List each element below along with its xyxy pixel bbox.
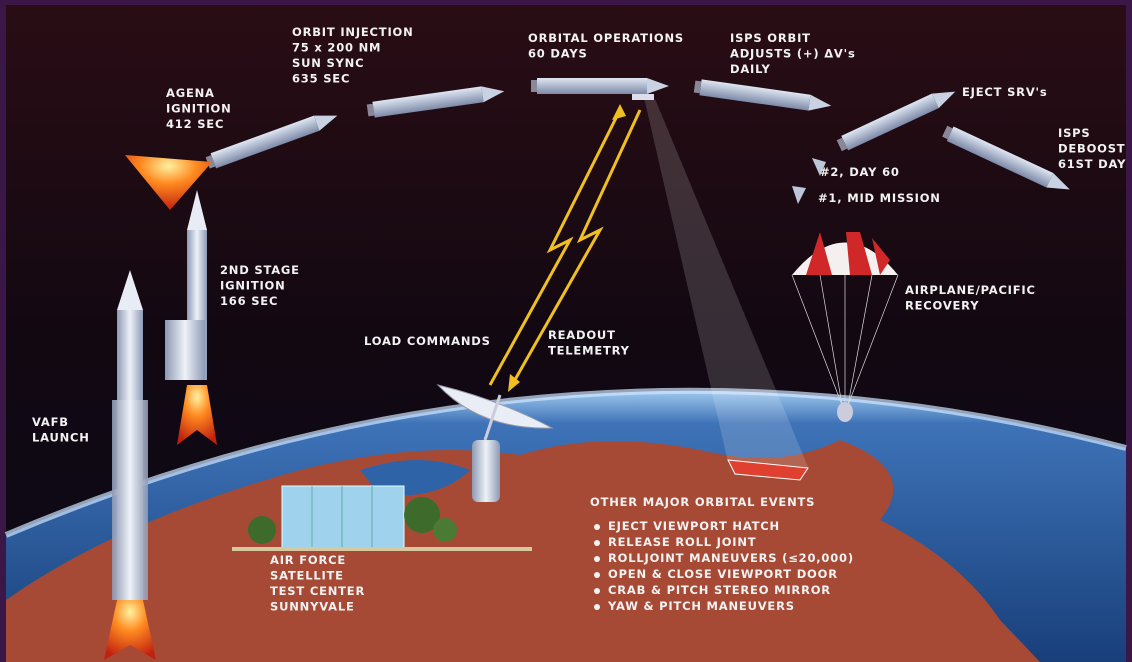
spacecraft-body: [210, 115, 320, 169]
bullet: [594, 540, 600, 546]
rocket-flame: [104, 600, 156, 660]
tree: [404, 497, 440, 533]
event-item: RELEASE ROLL JOINT: [608, 535, 756, 549]
spacecraft-aft: [693, 80, 702, 94]
spacecraft-body: [537, 78, 647, 94]
bullet: [594, 588, 600, 594]
label-line: 412 SEC: [166, 117, 224, 131]
ground-footprint: [727, 459, 809, 481]
spacecraft: [942, 125, 1070, 190]
bullet: [594, 572, 600, 578]
label-line: DAILY: [730, 62, 771, 76]
label-line: ISPS ORBIT: [730, 31, 811, 45]
label-line: AIR FORCE: [270, 553, 346, 567]
label-line: AIRPLANE/PACIFIC: [905, 283, 1036, 297]
arrowhead: [612, 104, 626, 120]
label-line: 60 DAYS: [528, 46, 588, 60]
spacecraft-aft: [205, 155, 216, 169]
tree: [248, 516, 276, 544]
label-line: LOAD COMMANDS: [364, 334, 491, 348]
tree: [433, 518, 457, 542]
spacecraft-body: [372, 86, 484, 118]
label-line: #1, MID MISSION: [818, 191, 941, 205]
spacecraft: [693, 79, 832, 111]
arrowhead: [508, 374, 520, 392]
event-item: YAW & PITCH MANEUVERS: [607, 599, 795, 613]
event-item: OPEN & CLOSE VIEWPORT DOOR: [608, 567, 838, 581]
label-line: IGNITION: [166, 101, 232, 115]
spacecraft-nose: [1046, 172, 1070, 190]
building-lines: [311, 486, 373, 548]
agena-flame: [125, 155, 212, 210]
label-line: RECOVERY: [905, 298, 979, 312]
label-line: DEBOOST: [1058, 141, 1125, 155]
spacecraft-body: [699, 79, 811, 111]
shroud-lines: [791, 274, 899, 406]
spacecraft-aft: [836, 137, 848, 152]
stage: [165, 320, 205, 380]
event-item: CRAB & PITCH STEREO MIRROR: [608, 583, 831, 597]
spacecraft-nose: [647, 78, 669, 94]
label-line: #2, DAY 60: [820, 165, 900, 179]
spacecraft-aft: [531, 80, 537, 92]
feed: [483, 394, 502, 441]
label-line: 75 x 200 NM: [292, 40, 381, 54]
event-item: EJECT VIEWPORT HATCH: [608, 519, 780, 533]
label-line: ORBIT INJECTION: [292, 25, 414, 39]
label-line: READOUT: [548, 328, 616, 342]
parachute-stripes: [806, 232, 890, 275]
label-line: EJECT SRV's: [962, 85, 1047, 99]
uplink: [488, 109, 622, 386]
spacecraft-aft: [942, 125, 953, 140]
label-line: LAUNCH: [32, 430, 90, 444]
spacecraft-body: [946, 126, 1054, 188]
spacecraft: [205, 115, 338, 169]
spacecraft-nose: [481, 86, 505, 103]
label-line: SUNNYVALE: [270, 599, 355, 613]
label-line: ISPS: [1058, 126, 1090, 140]
label-line: TEST CENTER: [270, 584, 365, 598]
ground: [232, 547, 532, 551]
spacecraft-aft: [366, 103, 375, 117]
label-line: SUN SYNC: [292, 56, 364, 70]
spacecraft: [366, 86, 505, 118]
camera-port: [632, 94, 654, 100]
label-line: TELEMETRY: [548, 343, 630, 357]
label-line: IGNITION: [220, 278, 286, 292]
events-title: OTHER MAJOR ORBITAL EVENTS: [590, 495, 815, 509]
label-line: 166 SEC: [220, 294, 278, 308]
srv: [812, 158, 826, 176]
label-line: ADJUSTS (+) ΔV's: [730, 46, 856, 60]
downlink: [510, 109, 642, 386]
spacecraft-nose: [808, 94, 832, 111]
label-line: VAFB: [32, 415, 69, 429]
rocket-nose: [117, 270, 143, 310]
label-line: ORBITAL OPERATIONS: [528, 31, 684, 45]
label-line: 635 SEC: [292, 71, 350, 85]
capsule: [837, 402, 853, 422]
atmosphere: [4, 387, 1127, 538]
spacecraft-body: [841, 93, 939, 151]
label-line: 2ND STAGE: [220, 263, 300, 277]
bullet: [594, 604, 600, 610]
bullet: [594, 524, 600, 530]
srv: [792, 186, 806, 204]
bullet: [594, 556, 600, 562]
rocket-flame: [177, 385, 217, 445]
label-line: AGENA: [166, 86, 215, 100]
spacecraft: [836, 91, 956, 152]
event-item: ROLLJOINT MANEUVERS (≤20,000): [608, 551, 854, 565]
booster: [112, 400, 148, 600]
spacecraft-nose: [313, 115, 338, 131]
label-line: 61ST DAY: [1058, 157, 1126, 171]
spacecraft-nose: [931, 91, 956, 109]
building: [281, 485, 405, 549]
spacecraft: [531, 78, 669, 94]
label-line: SATELLITE: [270, 568, 344, 582]
rocket-nose: [187, 190, 207, 230]
antenna-tower: [472, 440, 500, 502]
